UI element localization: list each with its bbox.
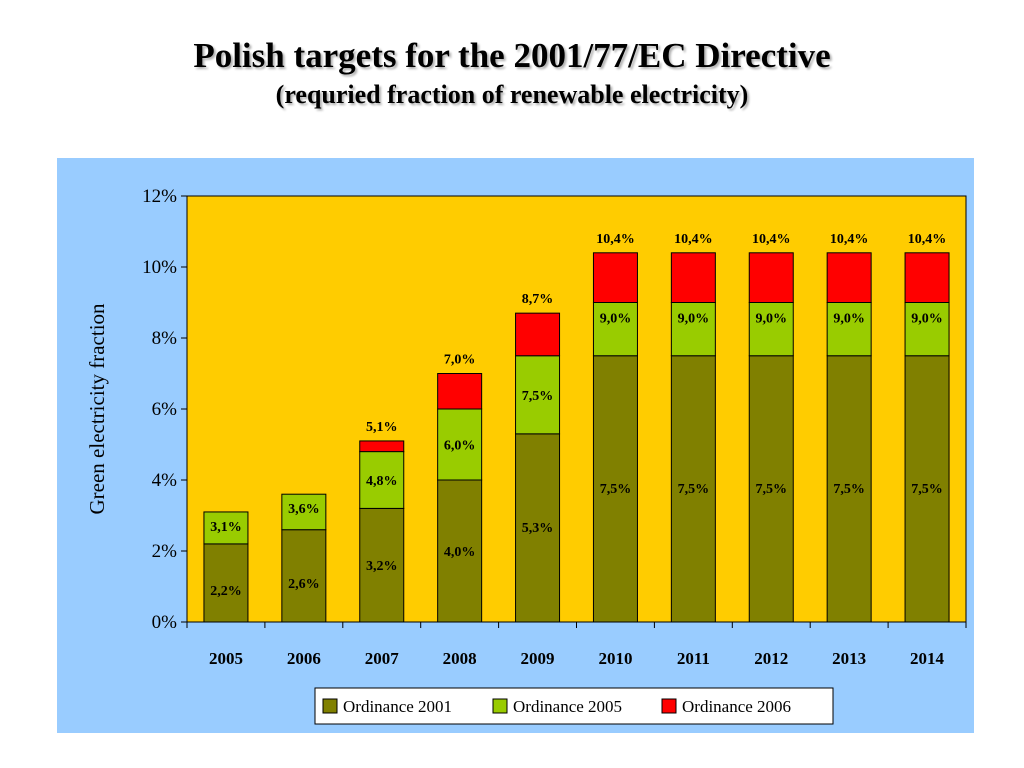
y-tick-label: 10%: [142, 257, 177, 278]
legend-label: Ordinance 2005: [513, 697, 622, 716]
bar-segment: [748, 252, 794, 304]
bar-segment: [359, 440, 405, 453]
bar-value-label: 9,0%: [600, 312, 632, 327]
bar-value-label: 4,8%: [366, 474, 398, 489]
legend-box: [314, 687, 834, 725]
bar-segment: [748, 355, 794, 623]
bar-value-label: 10,4%: [674, 232, 713, 247]
bar-value-label: 4,0%: [444, 545, 476, 560]
bar-segment: [515, 355, 561, 435]
x-category-label: 2011: [677, 649, 710, 668]
bar-value-label: 5,1%: [366, 420, 398, 435]
bar-segment: [281, 529, 327, 623]
bar-value-label: 8,7%: [522, 292, 554, 307]
bar-segment: [437, 479, 483, 623]
legend-swatch: [322, 698, 338, 714]
x-category-label: 2005: [209, 649, 243, 668]
bar-value-label: 3,6%: [288, 502, 320, 517]
bar-segment: [203, 511, 249, 545]
bar-value-label: 5,3%: [522, 521, 554, 536]
bar-value-label: 2,2%: [210, 584, 242, 599]
bar-segment: [592, 252, 638, 304]
bar-value-label: 9,0%: [833, 312, 865, 327]
bar-value-label: 7,5%: [911, 482, 943, 497]
stacked-bar-chart: 0% 2% 4% 6% 8% 10% 12% 2,2% 3,1% 2,6% 3,6% 3,2% 4,8…: [85, 186, 967, 725]
x-category-label: 2006: [287, 649, 321, 668]
slide-title: Polish targets for the 2001/77/EC Direct…: [193, 36, 831, 75]
bar-value-label: 10,4%: [908, 232, 947, 247]
bar-value-label: 2,6%: [288, 577, 320, 592]
y-tick-label: 6%: [152, 399, 178, 420]
bar-segment: [826, 355, 872, 623]
bar-value-label: 7,5%: [600, 482, 632, 497]
bar-value-label: 6,0%: [444, 439, 476, 454]
bar-segment: [826, 252, 872, 304]
x-category-label: 2008: [443, 649, 477, 668]
bar-value-label: 9,0%: [911, 312, 943, 327]
y-axis-title: Green electricity fraction: [85, 303, 109, 515]
x-category-label: 2012: [754, 649, 788, 668]
y-tick-label: 2%: [152, 541, 178, 562]
bar-value-label: 7,5%: [678, 482, 710, 497]
legend-swatch: [492, 698, 508, 714]
bar-segment: [670, 302, 716, 357]
x-category-label: 2013: [832, 649, 866, 668]
bar-value-label: 10,4%: [596, 232, 635, 247]
bar-segment: [359, 507, 405, 623]
bar-segment: [904, 302, 950, 357]
x-category-label: 2007: [365, 649, 400, 668]
bar-value-label: 10,4%: [830, 232, 869, 247]
bar-value-label: 10,4%: [752, 232, 791, 247]
bar-value-label: 9,0%: [756, 312, 788, 327]
y-tick-label: 8%: [152, 328, 178, 349]
slide-subtitle: (requried fraction of renewable electric…: [275, 80, 749, 109]
bar-value-label: 7,5%: [522, 389, 554, 404]
y-tick-label: 0%: [152, 612, 178, 633]
legend-label: Ordinance 2001: [343, 697, 452, 716]
bar-segment: [592, 355, 638, 623]
bar-segment: [437, 373, 483, 410]
y-tick-label: 4%: [152, 470, 178, 491]
bar-segment: [826, 302, 872, 357]
legend-label: Ordinance 2006: [682, 697, 791, 716]
chart-panel: 0% 2% 4% 6% 8% 10% 12% 2,2% 3,1% 2,6% 3,6% 3,2% 4,8…: [57, 158, 974, 733]
bar-value-label: 7,5%: [833, 482, 865, 497]
legend: Ordinance 2001 Ordinance 2005 Ordinance 20…: [314, 687, 834, 725]
x-category-label: 2009: [521, 649, 555, 668]
bar-segment: [748, 302, 794, 357]
x-category-label: 2010: [598, 649, 632, 668]
bar-segment: [670, 252, 716, 304]
bar-value-label: 9,0%: [678, 312, 710, 327]
bar-value-label: 3,2%: [366, 559, 398, 574]
bar-segment: [281, 493, 327, 531]
bar-segment: [904, 252, 950, 304]
bar-segment: [904, 355, 950, 623]
y-tick-label: 12%: [142, 186, 177, 207]
bar-segment: [515, 433, 561, 623]
legend-swatch: [661, 698, 677, 714]
bar-value-label: 3,1%: [210, 520, 242, 535]
bar-segment: [592, 302, 638, 357]
bar-segment: [203, 543, 249, 623]
bar-value-label: 7,0%: [444, 353, 476, 368]
x-category-label: 2014: [910, 649, 945, 668]
bar-value-label: 7,5%: [756, 482, 788, 497]
bar-segment: [515, 312, 561, 357]
